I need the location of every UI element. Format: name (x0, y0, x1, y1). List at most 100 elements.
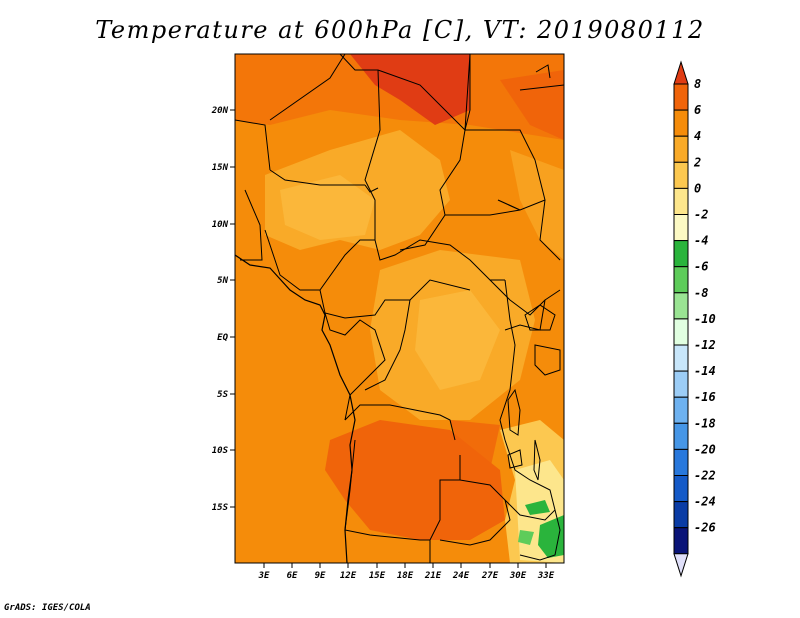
coastline (235, 199, 521, 563)
lake-malawi (533, 439, 541, 481)
border-gabon-congo (324, 312, 386, 421)
colorbar-swatch (673, 370, 689, 398)
border-algeria-mali (269, 54, 346, 121)
colorbar-label: -10 (694, 312, 716, 326)
lake-victoria (524, 304, 556, 331)
lon-label: 30E (509, 571, 527, 581)
border-egypt-sudan (519, 84, 564, 91)
colorbar-label: -24 (694, 495, 716, 509)
border-niger-libya (339, 54, 471, 132)
colorbar-label: 2 (693, 155, 701, 169)
colorbar-label: 6 (694, 103, 701, 117)
border-zambia (439, 479, 511, 546)
colorbar-top-arrow (673, 60, 689, 85)
colorbar-label: -22 (694, 469, 716, 483)
field-ethiopia-0-2 (510, 150, 564, 260)
colorbar-swatch (673, 135, 689, 163)
country-borders (235, 54, 564, 563)
colorbar-swatch (673, 266, 689, 294)
colorbar-label: 0 (694, 181, 701, 195)
border-south-sudan-north (445, 199, 546, 216)
colorbar-swatch (673, 422, 689, 450)
field-congo-0-2 (370, 250, 535, 420)
lat-label: 5N (217, 276, 228, 286)
colorbar-swatch (673, 83, 689, 111)
lat-label: EQ (217, 333, 228, 343)
border-south-sudan-south (489, 279, 546, 316)
lat-label: 5S (217, 390, 228, 400)
colorbar-label: -8 (694, 286, 708, 300)
lon-label: 9E (315, 571, 326, 581)
lon-label: 3E (258, 571, 270, 581)
field-congo-light (415, 290, 500, 390)
colorbar-swatch (673, 292, 689, 320)
border-chad-sudan (399, 129, 466, 251)
field-sahel-light (280, 175, 375, 240)
lon-label: 33E (537, 571, 555, 581)
colorbar-swatch (673, 448, 689, 476)
colorbar-swatch (673, 240, 689, 268)
grads-credit: GrADS: IGES/COLA (4, 603, 91, 613)
lake-mweru (507, 449, 523, 469)
border-sudan-east (464, 54, 561, 261)
colorbar-label: 4 (694, 129, 701, 143)
field-green-patch-3 (518, 530, 534, 545)
colorbar-bottom-arrow (673, 553, 689, 578)
lat-label: 15N (212, 163, 229, 173)
field-green-patch-1 (525, 500, 550, 515)
lat-label: 10N (212, 220, 229, 230)
coastline-ethiopia (497, 199, 521, 211)
field-sahel-0-2 (265, 130, 450, 250)
lake-chad (364, 184, 379, 193)
lon-label: 24E (452, 571, 470, 581)
field-zambia-4-6 (450, 420, 500, 470)
lon-label: 12E (340, 571, 357, 581)
border-car-south (319, 279, 471, 319)
colorbar-label: -26 (694, 521, 716, 535)
colorbar-label: 8 (694, 77, 701, 91)
colorbar: 8 6 4 2 0 -2 -4 -6 -8 -10 -12 -14 -16 -18 -20 -22 -24 -26 (673, 60, 716, 578)
lat-axis: 20N 15N 10N 5N EQ 5S 10S 15S (211, 106, 235, 513)
lon-label: 18E (397, 571, 414, 581)
colorbar-label: -12 (694, 338, 716, 352)
colorbar-swatch (673, 187, 689, 215)
border-mozambique (519, 509, 561, 561)
colorbar-swatch (673, 161, 689, 189)
colorbar-swatch (673, 396, 689, 424)
border-niger-chad (364, 69, 381, 240)
border-tanzania-malawi (504, 439, 556, 521)
colorbar-swatch (673, 475, 689, 503)
lat-label: 20N (211, 106, 229, 116)
colorbar-label: -18 (694, 416, 716, 430)
colorbar-swatch (673, 109, 689, 137)
colorbar-label: -2 (694, 208, 708, 222)
coastline-west (235, 254, 356, 563)
lat-label: 10S (212, 446, 229, 456)
colorbar-swatch (673, 527, 689, 555)
colorbar-label: -20 (694, 442, 716, 456)
colorbar-swatch (673, 318, 689, 346)
temperature-field (235, 54, 564, 563)
lake-tanganyika (507, 388, 521, 436)
colorbar-swatch (673, 344, 689, 372)
field-green-patch-2 (538, 515, 564, 558)
border-mali-burkina (235, 119, 271, 171)
map-frame (234, 53, 565, 564)
map-title: Temperature at 600hPa [C], VT: 201908011… (95, 16, 705, 44)
red-sea-coast (535, 64, 551, 79)
border-rwanda-lake (534, 344, 561, 376)
lon-label: 21E (424, 571, 442, 581)
border-drc-east (499, 279, 516, 441)
border-congo-drc (364, 299, 411, 391)
border-benin-togo (240, 189, 263, 261)
border-niger-nigeria (269, 169, 365, 186)
field-northeast-4-6 (500, 70, 564, 140)
lon-label: 27E (481, 571, 499, 581)
colorbar-swatch (673, 214, 689, 242)
field-north-6-8 (350, 54, 470, 125)
lon-label: 15E (369, 571, 386, 581)
lon-label: 6E (287, 571, 298, 581)
colorbar-swatch (673, 501, 689, 529)
border-drc-angola (344, 404, 456, 441)
